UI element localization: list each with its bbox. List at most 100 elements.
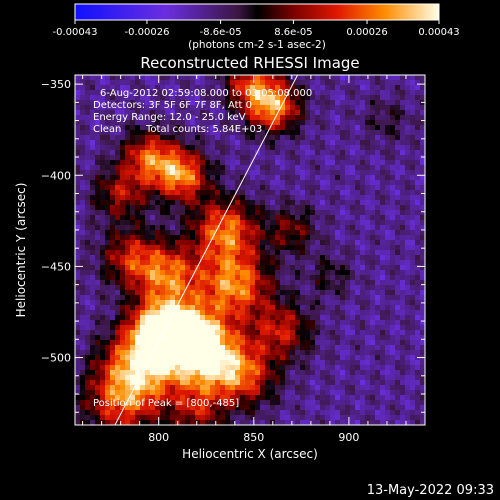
heatmap-cell [340, 330, 346, 336]
heatmap-cell [245, 290, 251, 296]
heatmap-cell [320, 235, 326, 241]
heatmap-cell [420, 350, 425, 356]
heatmap-cell [360, 315, 366, 321]
heatmap-cell [255, 260, 261, 266]
heatmap-cell [290, 210, 296, 216]
heatmap-cell [95, 380, 101, 386]
heatmap-cell [200, 360, 206, 366]
heatmap-cell [90, 90, 96, 96]
heatmap-cell [110, 345, 116, 351]
heatmap-cell [300, 290, 306, 296]
heatmap-cell [160, 75, 166, 81]
heatmap-cell [310, 310, 316, 316]
heatmap-cell [170, 300, 176, 306]
heatmap-cell [300, 390, 306, 396]
heatmap-cell [100, 105, 106, 111]
heatmap-cell [365, 180, 371, 186]
heatmap-cell [280, 200, 286, 206]
heatmap-cell [315, 370, 321, 376]
heatmap-cell [105, 375, 111, 381]
heatmap-cell [225, 360, 231, 366]
heatmap-cell [90, 230, 96, 236]
heatmap-cell [360, 235, 366, 241]
heatmap-cell [290, 220, 296, 226]
heatmap-cell [390, 315, 396, 321]
heatmap-cell [120, 80, 126, 86]
heatmap-cell [115, 395, 121, 401]
heatmap-cell [180, 90, 186, 96]
heatmap-cell [255, 415, 261, 421]
heatmap-cell [285, 310, 291, 316]
heatmap-cell [140, 90, 146, 96]
heatmap-cell [150, 80, 156, 86]
heatmap-cell [100, 250, 106, 256]
heatmap-cell [135, 135, 141, 141]
heatmap-cell [225, 175, 231, 181]
heatmap-cell [300, 245, 306, 251]
heatmap-cell [215, 195, 221, 201]
heatmap-cell [225, 255, 231, 261]
heatmap-cell [280, 280, 286, 286]
heatmap-cell [255, 345, 261, 351]
heatmap-cell [335, 100, 341, 106]
heatmap-cell [230, 335, 236, 341]
heatmap-cell [245, 385, 251, 391]
heatmap-cell [110, 270, 116, 276]
heatmap-cell [335, 340, 341, 346]
heatmap-cell [390, 385, 396, 391]
heatmap-cell [185, 240, 191, 246]
heatmap-cell [220, 200, 226, 206]
heatmap-cell [315, 260, 321, 266]
heatmap-cell [360, 300, 366, 306]
heatmap-cell [195, 410, 201, 416]
heatmap-cell [295, 140, 301, 146]
heatmap-cell [260, 275, 266, 281]
heatmap-cell [360, 135, 366, 141]
heatmap-cell [275, 370, 281, 376]
heatmap-cell [380, 270, 386, 276]
heatmap-cell [165, 390, 171, 396]
heatmap-cell [280, 325, 286, 331]
heatmap-cell [255, 110, 261, 116]
heatmap-cell [300, 110, 306, 116]
heatmap-cell [90, 170, 96, 176]
heatmap-cell [385, 250, 391, 256]
heatmap-cell [280, 155, 286, 161]
heatmap-cell [155, 120, 161, 126]
heatmap-cell [160, 140, 166, 146]
heatmap-cell [340, 355, 346, 361]
heatmap-cell [255, 180, 261, 186]
heatmap-cell [95, 355, 101, 361]
heatmap-cell [160, 110, 166, 116]
heatmap-cell [250, 395, 256, 401]
heatmap-cell [320, 205, 326, 211]
heatmap-cell [275, 315, 281, 321]
heatmap-cell [290, 280, 296, 286]
heatmap-cell [220, 305, 226, 311]
heatmap-cell [250, 310, 256, 316]
heatmap-cell [390, 115, 396, 121]
heatmap-cell [200, 405, 206, 411]
heatmap-cell [85, 360, 91, 366]
heatmap-cell [255, 285, 261, 291]
heatmap-cell [140, 145, 146, 151]
heatmap-cell [95, 405, 101, 411]
heatmap-cell [260, 250, 266, 256]
heatmap-cell [180, 420, 186, 425]
heatmap-cell [165, 380, 171, 386]
heatmap-cell [120, 140, 126, 146]
heatmap-cell [290, 255, 296, 261]
heatmap-cell [255, 210, 261, 216]
heatmap-cell [135, 180, 141, 186]
heatmap-cell [410, 95, 416, 101]
heatmap-cell [385, 125, 391, 131]
heatmap-cell [85, 165, 91, 171]
heatmap-cell [380, 140, 386, 146]
heatmap-cell [300, 220, 306, 226]
heatmap-cell [380, 360, 386, 366]
heatmap-cell [400, 275, 406, 281]
heatmap-cell [210, 170, 216, 176]
heatmap-cell [340, 340, 346, 346]
heatmap-cell [105, 385, 111, 391]
heatmap-cell [265, 85, 271, 91]
